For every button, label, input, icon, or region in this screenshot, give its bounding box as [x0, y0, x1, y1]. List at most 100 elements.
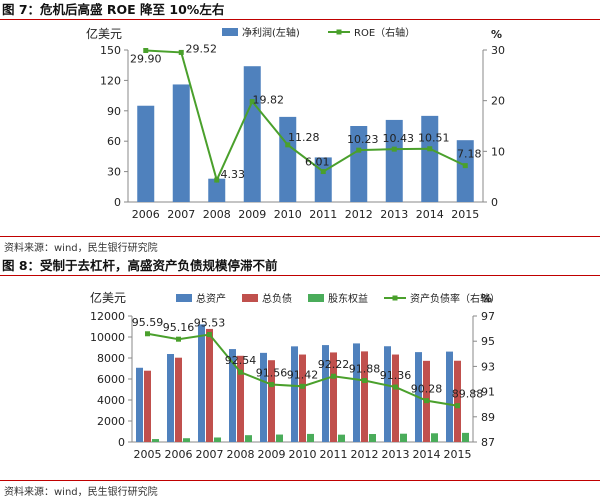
x-tick-label: 2014 — [416, 208, 444, 221]
bar-股东权益 — [431, 433, 438, 442]
y2-tick-label: 91 — [481, 386, 495, 399]
figure-7-source: 资料来源：wind，民生银行研究院 — [0, 236, 600, 254]
y2-axis-unit-label: % — [491, 28, 502, 41]
bar-总资产 — [136, 367, 143, 442]
line-point-marker — [331, 373, 336, 379]
data-label: 95.53 — [194, 317, 226, 330]
y-axis-unit-label: 亿美元 — [90, 290, 126, 305]
data-label: 4.33 — [221, 168, 246, 181]
y2-tick-label: 10 — [491, 145, 505, 158]
line-point-marker — [214, 177, 220, 183]
bar-总负债 — [392, 354, 399, 442]
bar-股东权益 — [400, 433, 407, 442]
data-label: 90.28 — [411, 383, 443, 396]
bar-总资产 — [446, 351, 453, 442]
x-tick-label: 2012 — [351, 448, 379, 461]
line-point-marker — [269, 382, 274, 388]
bar-总负债 — [175, 357, 182, 442]
y-tick-label: 150 — [100, 44, 121, 57]
x-tick-label: 2009 — [238, 208, 266, 221]
legend-label: 净利润(左轴) — [242, 26, 300, 39]
bar-股东权益 — [276, 434, 283, 442]
x-tick-label: 2006 — [165, 448, 193, 461]
line-point-marker — [238, 369, 243, 375]
legend-swatch-bar — [176, 294, 192, 302]
y-tick-label: 4000 — [97, 394, 125, 407]
data-label: 6.01 — [305, 156, 330, 169]
data-label: 19.82 — [253, 94, 285, 107]
x-tick-label: 2008 — [227, 448, 255, 461]
legend-label: 资产负债率（右轴） — [410, 292, 500, 305]
legend-swatch-bar — [308, 294, 324, 302]
line-point-marker — [356, 147, 362, 153]
data-label: 92.22 — [318, 358, 350, 371]
y-tick-label: 10000 — [90, 331, 125, 344]
bar-总负债 — [299, 354, 306, 442]
line-point-marker — [207, 332, 212, 338]
bar-总负债 — [144, 370, 151, 442]
bar-净利润(左轴) — [243, 66, 261, 202]
bar-净利润(左轴) — [172, 84, 190, 202]
figure-8-title: 图 8：受制于去杠杆，高盛资产负债规模停滞不前 — [0, 256, 600, 276]
legend-swatch-bar — [242, 294, 258, 302]
data-label: 95.59 — [132, 316, 164, 329]
bar-净利润(左轴) — [456, 140, 474, 202]
bar-股东权益 — [369, 434, 376, 442]
legend-swatch-marker — [336, 29, 342, 35]
line-point-marker — [143, 48, 149, 54]
bar-净利润(左轴) — [350, 126, 368, 202]
data-label: 91.42 — [287, 368, 319, 381]
y-tick-label: 90 — [107, 105, 121, 118]
line-point-marker — [176, 336, 181, 342]
x-tick-label: 2015 — [444, 448, 472, 461]
line-point-marker — [427, 146, 433, 152]
y-tick-label: 30 — [107, 166, 121, 179]
data-label: 29.52 — [186, 42, 218, 55]
y2-tick-label: 89 — [481, 411, 495, 424]
line-point-marker — [285, 142, 291, 148]
data-label: 10.23 — [347, 133, 379, 146]
bar-总负债 — [361, 351, 368, 442]
x-tick-label: 2013 — [380, 208, 408, 221]
x-tick-label: 2013 — [382, 448, 410, 461]
bar-总负债 — [237, 355, 244, 442]
x-tick-label: 2010 — [289, 448, 317, 461]
line-point-marker — [300, 383, 305, 389]
x-tick-label: 2011 — [320, 448, 348, 461]
bar-总资产 — [291, 346, 298, 442]
x-tick-label: 2006 — [132, 208, 160, 221]
bar-总资产 — [167, 354, 174, 442]
x-tick-label: 2007 — [196, 448, 224, 461]
bar-总资产 — [322, 345, 329, 442]
y2-tick-label: 95 — [481, 335, 495, 348]
x-tick-label: 2008 — [203, 208, 231, 221]
y2-tick-label: 93 — [481, 360, 495, 373]
data-label: 10.43 — [383, 132, 415, 145]
legend-label: 总负债 — [262, 292, 292, 305]
bar-总资产 — [384, 346, 391, 442]
y2-tick-label: 30 — [491, 44, 505, 57]
bar-净利润(左轴) — [385, 119, 403, 202]
line-point-marker — [393, 384, 398, 390]
y-tick-label: 0 — [114, 196, 121, 209]
line-point-marker — [249, 99, 255, 105]
bar-净利润(左轴) — [279, 116, 297, 202]
data-label: 7.18 — [457, 148, 482, 161]
legend-label: 股东权益 — [328, 292, 368, 305]
legend-label: ROE（右轴） — [354, 26, 415, 39]
bar-总负债 — [268, 360, 275, 442]
line-point-marker — [320, 169, 326, 175]
line-point-marker — [362, 378, 367, 384]
y-axis-unit-label: 亿美元 — [86, 26, 122, 41]
legend-label: 总资产 — [196, 292, 226, 305]
data-label: 29.90 — [130, 53, 162, 66]
bar-总资产 — [198, 324, 205, 442]
bar-股东权益 — [338, 434, 345, 442]
line-point-marker — [178, 49, 184, 55]
bar-股东权益 — [214, 437, 221, 442]
data-label: 91.56 — [256, 367, 288, 380]
y-tick-label: 6000 — [97, 373, 125, 386]
x-tick-label: 2010 — [274, 208, 302, 221]
series-line-ROE（右轴） — [145, 49, 466, 183]
bar-总负债 — [330, 352, 337, 442]
